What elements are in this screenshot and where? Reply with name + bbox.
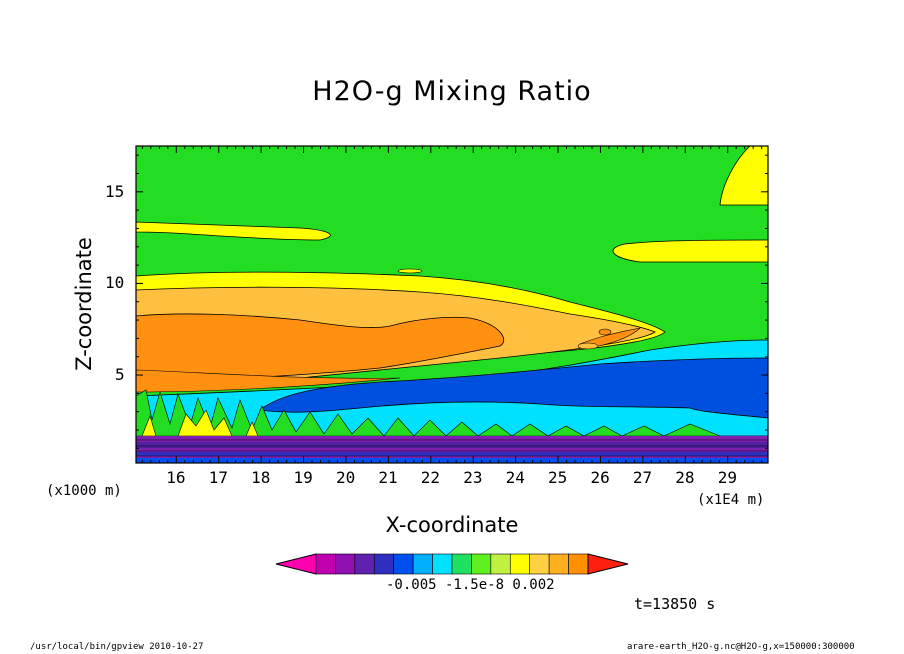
colorbar-swatch	[432, 553, 453, 575]
colorbar-swatch	[315, 553, 336, 575]
colorbar	[275, 553, 629, 575]
x-tick-label: 26	[590, 468, 610, 487]
colorbar-swatch	[548, 553, 569, 575]
x-tick-label: 28	[675, 468, 695, 487]
x-tick-label: 25	[548, 468, 568, 487]
colorbar-swatch	[568, 553, 589, 575]
region-right-yellow-band	[612, 239, 768, 263]
colorbar-swatch	[490, 553, 511, 575]
colorbar-swatch	[354, 553, 375, 575]
x-tick-label: 23	[463, 468, 483, 487]
colorbar-low-arrow	[275, 553, 317, 575]
region-high-yellow-band	[136, 221, 331, 241]
footer-program: /usr/local/bin/gpview 2010-10-27	[30, 642, 204, 652]
colorbar-swatch	[393, 553, 414, 575]
colorbar-swatch	[335, 553, 356, 575]
region-core-streak	[579, 327, 641, 349]
x-tick-label: 20	[335, 468, 356, 487]
x-tick-label: 21	[378, 468, 398, 487]
time-annotation: t=13850 s	[634, 595, 716, 613]
x-axis-label: X-coordinate	[385, 513, 519, 537]
plot-frame	[135, 145, 769, 464]
x-tick-label: 22	[420, 468, 441, 487]
colorbar-swatch	[509, 553, 531, 575]
region-dry-blue-layer	[259, 357, 768, 419]
axis-ticks	[136, 146, 768, 463]
footer-source: arare-earth_H2O-g.nc@H2O-g,x=150000:3000…	[627, 642, 855, 652]
region-top-right-blob	[719, 146, 768, 206]
region-low-orange-band	[136, 369, 401, 393]
x-tick-label: 17	[208, 468, 228, 487]
x-tick-label: 27	[632, 468, 653, 487]
x-unit-label: (x1000 m)	[46, 483, 122, 499]
colorbar-tick-labels: -0.005 -1.5e-8 0.002	[386, 577, 555, 593]
x-tick-label: 29	[717, 468, 737, 487]
x-tick-label: 19	[293, 468, 313, 487]
colorbar-high-arrow	[587, 553, 629, 575]
colorbar-swatch	[412, 553, 433, 575]
y-tick-label: 5	[115, 365, 125, 385]
y-axis-label: Z-coordinate	[72, 237, 96, 371]
colorbar-swatch	[529, 553, 550, 575]
colorbar-swatch	[471, 553, 492, 575]
chart-title: H2O-g Mixing Ratio	[312, 76, 592, 107]
y-tick-label: 15	[105, 181, 125, 201]
x-tick-label: 18	[251, 468, 271, 487]
x-scale-label: (x1E4 m)	[697, 492, 765, 508]
x-tick-label: 16	[166, 468, 186, 487]
y-tick-label: 10	[105, 273, 125, 293]
x-tick-label: 24	[505, 468, 525, 487]
colorbar-swatch	[451, 553, 472, 575]
colorbar-swatch	[373, 553, 395, 575]
contour-field	[136, 146, 768, 463]
